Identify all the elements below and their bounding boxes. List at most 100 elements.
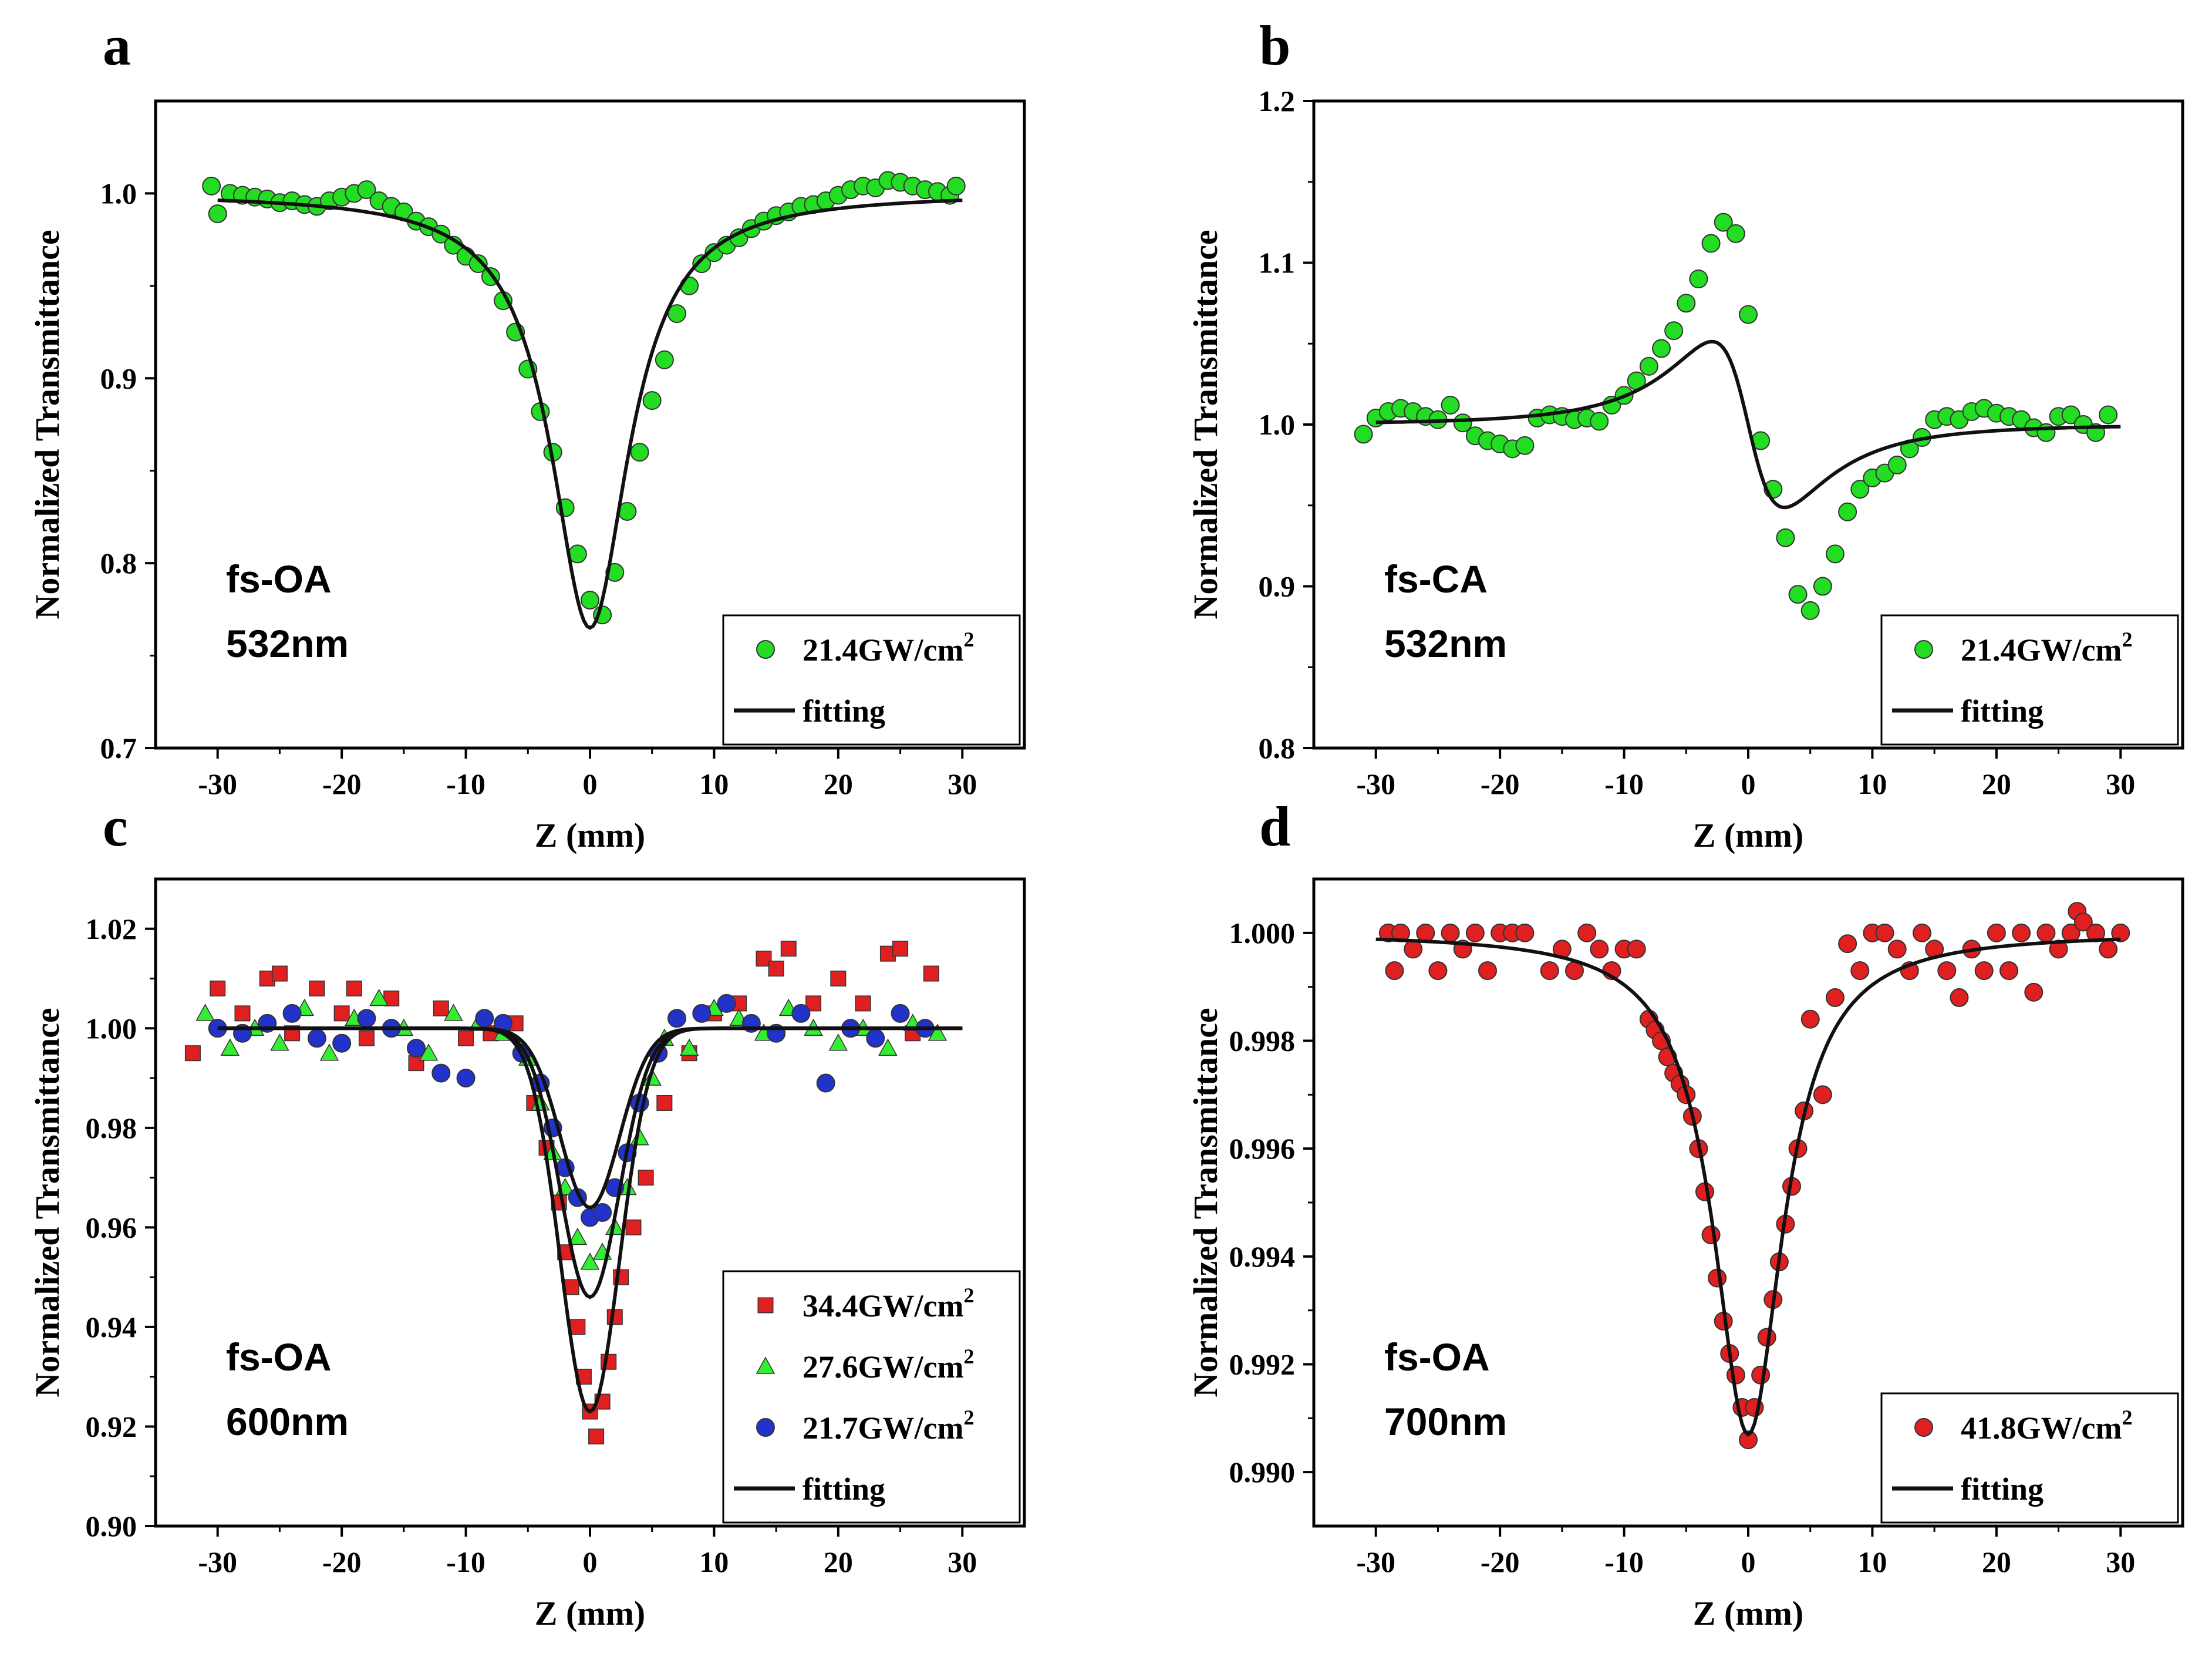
data-point [638,1170,654,1186]
fit-curve [217,198,963,630]
data-point [791,1003,811,1023]
y-tick-label: 0.9 [1259,570,1296,603]
legend-label-superscript: 2 [963,1345,974,1368]
y-axis-title: Normalized Transmittance [28,230,66,619]
x-axis-title: Z (mm) [1693,1594,1803,1632]
data-point [1739,305,1758,324]
legend-box [722,614,1021,746]
data-point [1726,224,1745,243]
panel-letter: b [1259,14,1290,77]
x-tick-label: -30 [1356,1545,1395,1578]
legend-label-text: 34.4GW/cm [802,1288,963,1323]
data-point [2073,912,2093,932]
x-tick-label: -30 [198,1545,237,1578]
x-tick-label: 30 [2106,767,2135,800]
legend-label: 41.8GW/cm2 [1961,1406,2132,1446]
legend-label-superscript: 2 [2122,628,2132,651]
y-tick-label: 0.90 [86,1510,137,1543]
y-tick-label: 0.998 [1229,1025,1296,1057]
y-tick-label: 1.0 [1259,408,1296,441]
data-point [1639,356,1658,376]
data-point [1875,923,1894,942]
annotation-wavelength: 700nm [1384,1400,1507,1443]
data-point [1416,923,1435,942]
legend-marker [757,1297,774,1314]
data-point [210,980,226,996]
plot-area [184,941,963,1444]
data-point [1850,961,1870,981]
data-point [692,254,712,274]
data-point [830,971,847,987]
data-point [1577,923,1597,942]
legend-box [1880,1392,2179,1524]
data-point [2036,923,2056,942]
annotation-mode: fs-CA [1384,557,1488,601]
y-tick-label: 0.92 [86,1410,137,1443]
data-point [1887,939,1907,959]
panel-letter: d [1259,795,1290,858]
plot-area [1375,902,2130,1450]
data-point [208,204,227,224]
data-point [1385,961,1404,981]
data-point [1515,923,1535,942]
data-point [195,1003,215,1021]
y-tick-label: 0.98 [86,1112,137,1144]
data-point [1974,961,1994,981]
data-point [2012,923,2031,942]
data-point [357,180,376,200]
data-point [407,1039,426,1058]
legend-label: 21.4GW/cm2 [1961,628,2132,668]
x-tick-label: 0 [1741,1545,1756,1578]
x-tick-label: 0 [1741,767,1756,800]
data-point [692,1003,712,1023]
legend-fit-label: fitting [802,1471,885,1507]
data-point [780,941,797,957]
data-point [1850,480,1870,499]
data-point [1441,923,1460,942]
y-tick-label: 1.00 [86,1012,137,1045]
data-point [1813,577,1832,596]
data-point [1701,1225,1721,1245]
data-point [357,1009,376,1028]
y-tick-label: 0.7 [100,732,137,764]
legend-box [1880,614,2179,746]
legend-fit-label: fitting [802,693,885,729]
data-point [655,350,674,369]
data-point [568,1227,588,1245]
data-point [2099,405,2118,425]
data-point [679,1038,699,1056]
x-tick-label: 30 [947,1545,977,1578]
data-point [1838,934,1857,954]
data-point [717,993,736,1013]
panel-letter: a [103,14,131,77]
x-tick-label: -20 [322,1545,362,1578]
x-tick-label: 20 [1982,1545,2011,1578]
x-tick-label: -20 [1481,767,1520,800]
data-point [444,1003,463,1021]
x-axis-title: Z (mm) [1693,816,1803,854]
data-point [1776,528,1795,547]
x-tick-label: 10 [699,767,729,800]
x-tick-label: 20 [824,767,853,800]
legend-label: 21.4GW/cm2 [802,628,974,668]
data-point [307,1029,326,1048]
data-point [2024,982,2044,1002]
data-point [1987,923,2006,942]
series-circle [202,171,966,625]
data-point [1478,961,1497,981]
legend-label-text: 21.4GW/cm [802,632,963,668]
data-point [458,1030,474,1046]
x-tick-label: 10 [1857,1545,1887,1578]
data-point [2111,923,2130,942]
data-point [1465,923,1485,942]
y-tick-label: 0.990 [1229,1456,1296,1488]
x-tick-label: 20 [824,1545,853,1578]
annotation-mode: fs-OA [1384,1335,1490,1379]
data-point [855,995,871,1012]
data-point [220,1038,240,1056]
plot-area [1354,213,2121,620]
data-point [1826,988,1845,1008]
data-point [606,1309,623,1325]
data-point [369,988,389,1006]
y-tick-label: 0.994 [1229,1240,1296,1273]
